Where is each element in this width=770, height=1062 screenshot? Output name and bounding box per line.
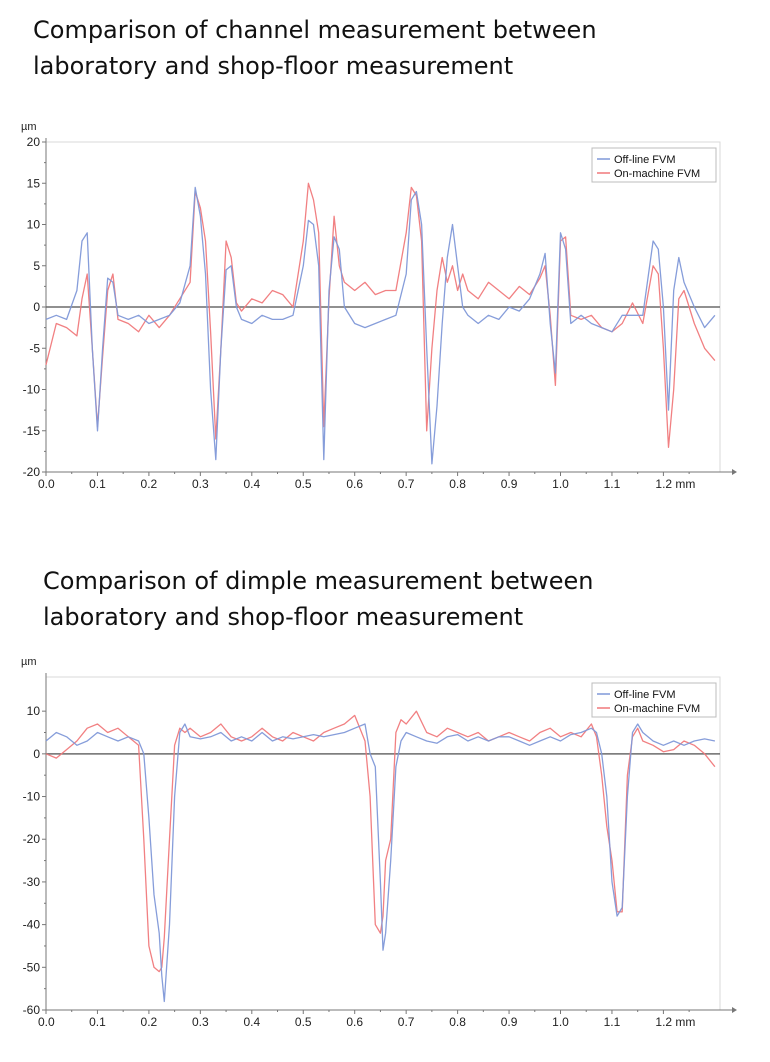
x-tick-label: 1.0 xyxy=(552,477,569,491)
y-tick-label: 20 xyxy=(27,135,41,149)
y-tick-label: -15 xyxy=(23,424,41,438)
x-tick-label: 0.5 xyxy=(295,1015,312,1029)
y-unit-label: µm xyxy=(21,656,37,668)
y-tick-label: -50 xyxy=(23,960,41,974)
y-tick-label: -10 xyxy=(23,383,41,397)
x-tick-label: 0.3 xyxy=(192,477,209,491)
x-tick-label: 0.3 xyxy=(192,1015,209,1029)
x-tick-label: 0.8 xyxy=(449,477,466,491)
legend-box xyxy=(591,682,717,718)
x-axis-arrow xyxy=(732,469,737,475)
x-axis-arrow xyxy=(732,1007,737,1013)
x-tick-label: 0.9 xyxy=(501,1015,518,1029)
y-tick-label: -5 xyxy=(29,341,40,355)
title-line-1: Comparison of channel measurement betwee… xyxy=(33,16,597,44)
y-tick-label: 10 xyxy=(27,218,41,232)
x-tick-label: 1.2 mm xyxy=(655,477,695,491)
x-tick-label: 0.0 xyxy=(38,477,55,491)
series-line-onmachine xyxy=(45,182,716,448)
y-tick-label: -30 xyxy=(23,875,41,889)
legend-label: On-machine FVM xyxy=(614,168,700,180)
x-tick-label: 0.1 xyxy=(89,477,106,491)
legend-label: On-machine FVM xyxy=(614,703,700,715)
series-line-onmachine xyxy=(45,710,716,973)
chart-title-channel: Comparison of channel measurement betwee… xyxy=(33,12,753,84)
dimple-line-chart: -60 -50 -40 -30 -20 -10 0 10 0.0 0.1 0.2 0.3 0.4 0.5 0… xyxy=(21,656,737,1029)
title-line-2: laboratory and shop-floor measurement xyxy=(33,52,514,80)
legend-label: Off-line FVM xyxy=(614,689,676,701)
x-tick-label: 0.4 xyxy=(243,1015,260,1029)
y-tick-label: -60 xyxy=(23,1003,41,1017)
y-tick-label: -20 xyxy=(23,465,41,479)
y-tick-label: 0 xyxy=(33,747,40,761)
x-tick-label: 1.0 xyxy=(552,1015,569,1029)
x-tick-label: 1.2 mm xyxy=(655,1015,695,1029)
x-tick-label: 0.2 xyxy=(141,477,158,491)
legend-box xyxy=(591,147,717,183)
x-tick-label: 0.0 xyxy=(38,1015,55,1029)
plot-frame xyxy=(45,676,721,1011)
x-tick-label: 0.4 xyxy=(243,477,260,491)
x-tick-label: 1.1 xyxy=(604,477,621,491)
x-tick-label: 0.2 xyxy=(141,1015,158,1029)
y-tick-label: -40 xyxy=(23,918,41,932)
series-line-offline xyxy=(45,723,716,1003)
x-tick-label: 0.8 xyxy=(449,1015,466,1029)
series-line-offline xyxy=(45,186,716,465)
x-tick-label: 1.1 xyxy=(604,1015,621,1029)
title-line-2: laboratory and shop-floor measurement xyxy=(43,603,524,631)
y-tick-label: -20 xyxy=(23,832,41,846)
chart-title-dimple: Comparison of dimple measurement between… xyxy=(43,563,763,635)
y-tick-label: 0 xyxy=(33,300,40,314)
x-tick-label: 0.5 xyxy=(295,477,312,491)
title-line-1: Comparison of dimple measurement between xyxy=(43,567,594,595)
y-tick-label: 5 xyxy=(33,259,40,273)
x-tick-label: 0.7 xyxy=(398,1015,415,1029)
y-unit-label: µm xyxy=(21,121,37,133)
x-tick-label: 0.6 xyxy=(346,1015,363,1029)
x-tick-label: 0.6 xyxy=(346,477,363,491)
legend-label: Off-line FVM xyxy=(614,154,676,166)
x-tick-label: 0.7 xyxy=(398,477,415,491)
y-tick-label: 10 xyxy=(27,704,41,718)
y-tick-label: 15 xyxy=(27,176,41,190)
y-tick-label: -10 xyxy=(23,790,41,804)
channel-line-chart: -20 -15 -10 -5 0 5 10 15 20 0.0 0.1 0.2 0.3 0.4 0.5 0.6… xyxy=(21,121,737,491)
x-tick-label: 0.1 xyxy=(89,1015,106,1029)
x-tick-label: 0.9 xyxy=(501,477,518,491)
